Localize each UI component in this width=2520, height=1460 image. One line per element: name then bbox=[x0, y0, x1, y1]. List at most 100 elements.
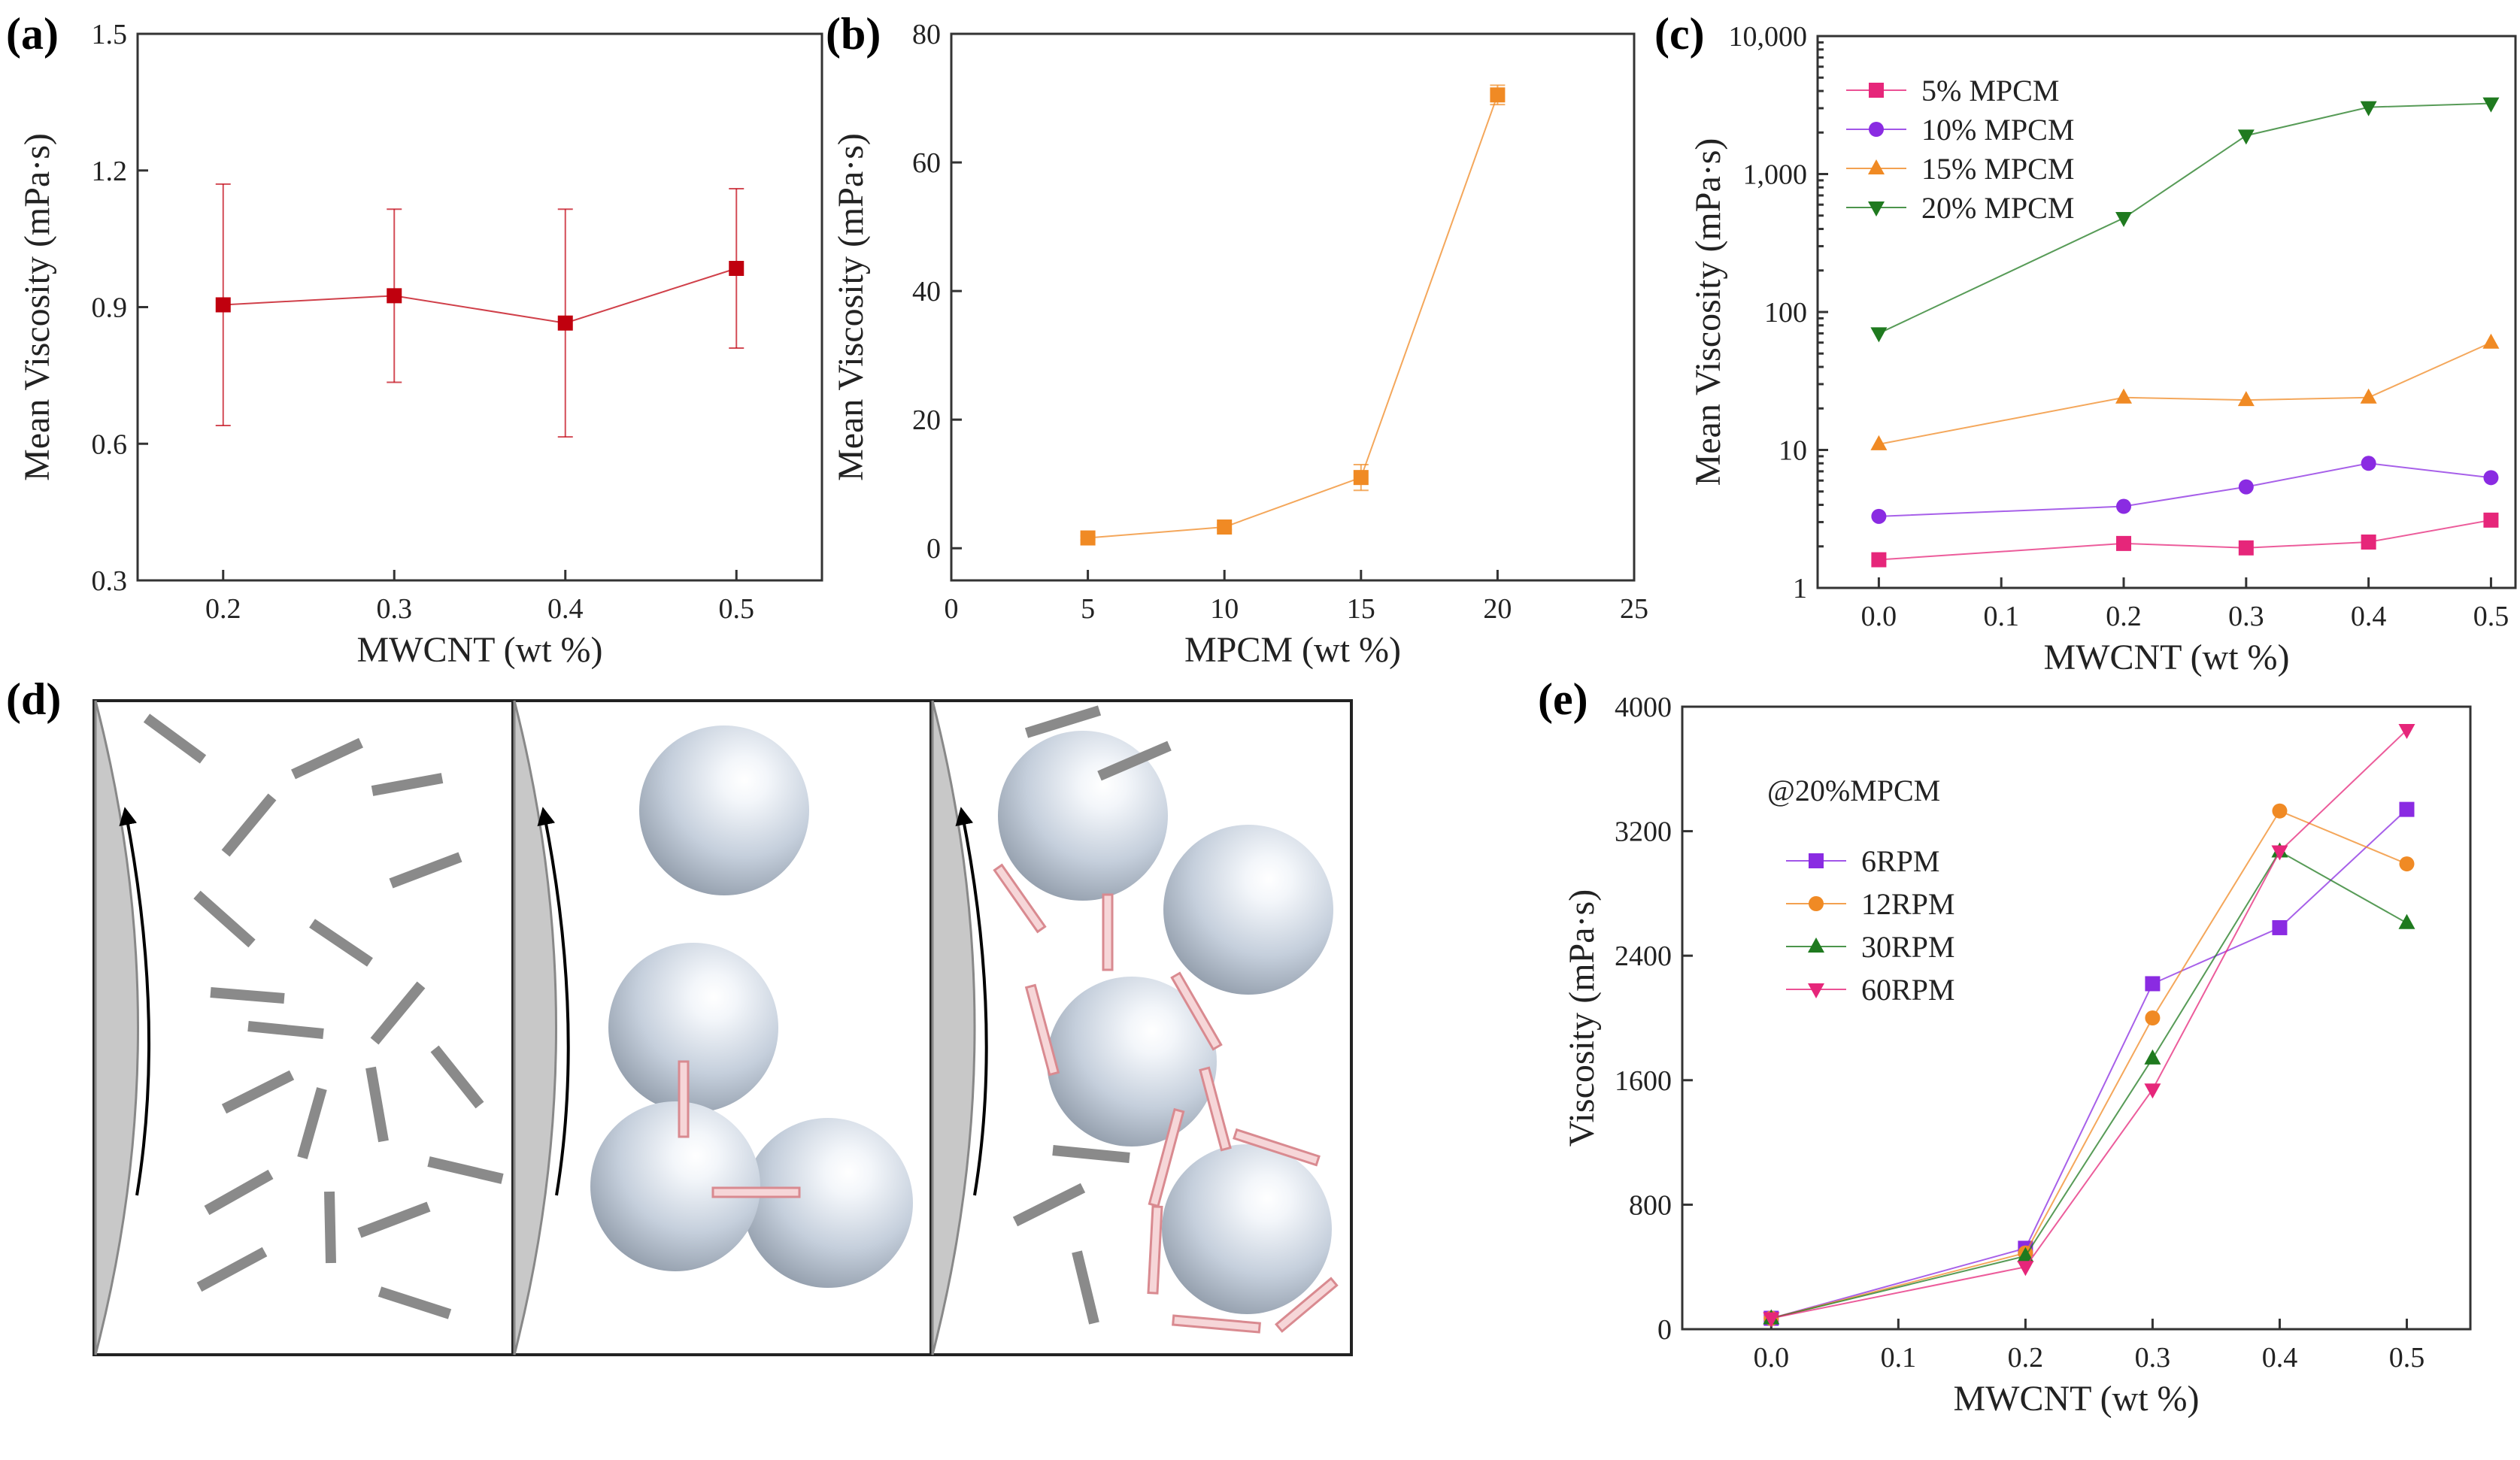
cnt-rod bbox=[291, 738, 363, 780]
data-point bbox=[2238, 479, 2254, 495]
subpanel-rods bbox=[94, 700, 504, 1355]
schematic-d bbox=[92, 699, 1353, 1356]
y-axis-title: Mean Viscosity (mPa·s) bbox=[831, 133, 871, 481]
cnt-rod bbox=[1097, 741, 1172, 781]
y-tick-label: 2400 bbox=[1615, 941, 1672, 972]
cnt-rods bbox=[1012, 705, 1172, 1325]
data-point bbox=[2145, 1010, 2161, 1025]
data-point bbox=[2398, 913, 2415, 929]
x-tick-label: 0 bbox=[945, 593, 959, 625]
x-tick-label: 0.2 bbox=[2008, 1342, 2044, 1374]
cnt-rod bbox=[1024, 705, 1102, 738]
x-axis-title: MWCNT (wt %) bbox=[2043, 638, 2289, 677]
series-line bbox=[1087, 94, 1499, 539]
data-point bbox=[2272, 919, 2288, 935]
series-line bbox=[1879, 462, 2491, 517]
x-tick-label: 0.3 bbox=[377, 593, 413, 625]
cnt-rod bbox=[389, 852, 462, 889]
mpcm-sphere bbox=[998, 731, 1168, 901]
legend-marker bbox=[1868, 159, 1885, 174]
data-point bbox=[2483, 512, 2499, 528]
chart-b: 0 5 10 15 20 25 0 20 40 60 80 MPCM (wt %) Mean Visco… bbox=[831, 19, 1648, 670]
cnt-rod bbox=[357, 1201, 431, 1238]
series-15-mpcm bbox=[1870, 333, 2500, 450]
y-axis-title: Mean Viscosity (mPa·s) bbox=[17, 133, 57, 481]
x-tick-label: 0.3 bbox=[2135, 1342, 2171, 1374]
interaction-arrows bbox=[678, 1060, 801, 1198]
y-tick-label: 3200 bbox=[1615, 816, 1672, 848]
interaction-arrow bbox=[711, 1186, 801, 1198]
cnt-rod bbox=[1012, 1183, 1086, 1227]
data-point bbox=[2145, 976, 2161, 992]
data-point bbox=[2272, 803, 2288, 819]
interaction-arrow bbox=[1024, 983, 1060, 1077]
legend-marker bbox=[1809, 853, 1824, 868]
cnt-rod bbox=[210, 987, 285, 1004]
x-tick-label: 0.4 bbox=[2262, 1342, 2298, 1374]
legend-label: 10% MPCM bbox=[1921, 113, 2074, 147]
cnt-rod bbox=[193, 890, 256, 948]
data-point bbox=[2398, 724, 2415, 740]
legend-label: 30RPM bbox=[1861, 930, 1955, 964]
x-tick-label: 0.0 bbox=[1861, 601, 1897, 632]
series-main bbox=[1080, 84, 1506, 546]
data-point bbox=[1870, 327, 1888, 343]
data-point bbox=[1870, 435, 1888, 450]
rotation-arrow bbox=[119, 807, 151, 1196]
series-main bbox=[215, 183, 744, 438]
y-tick-label: 40 bbox=[912, 276, 941, 307]
series-12rpm bbox=[1763, 803, 2415, 1326]
panel-label-a: (a) bbox=[6, 9, 59, 59]
legend-marker bbox=[1808, 937, 1824, 953]
y-axis-title: Mean Viscosity (mPa·s) bbox=[1688, 138, 1728, 486]
cnt-rod bbox=[1052, 1145, 1130, 1163]
series-line bbox=[1879, 341, 2491, 445]
x-tick-label: 0.0 bbox=[1754, 1342, 1790, 1374]
chart-e: 0.0 0.1 0.2 0.3 0.4 0.5 0 800 1600 2400 3200 4000 MW… bbox=[1562, 692, 2472, 1419]
series-20-mpcm bbox=[1870, 97, 2500, 343]
data-point bbox=[2237, 129, 2255, 145]
data-point bbox=[729, 261, 744, 277]
cnt-rod bbox=[430, 1045, 484, 1109]
y-tick-label: 1.2 bbox=[92, 156, 128, 187]
interaction-arrow bbox=[1102, 893, 1114, 971]
interaction-arrow bbox=[1147, 1205, 1163, 1295]
legend: @20%MPCM 6RPM 12RPM 30RPM 60RPM bbox=[1767, 774, 1955, 1007]
data-point bbox=[1353, 470, 1369, 486]
x-tick-label: 0.1 bbox=[1983, 601, 2019, 632]
mpcm-sphere bbox=[743, 1118, 913, 1288]
y-tick-label: 1 bbox=[1793, 573, 1807, 604]
cnt-rod bbox=[221, 793, 277, 857]
series-6rpm bbox=[1763, 801, 2415, 1326]
x-axis-title: MPCM (wt %) bbox=[1184, 630, 1401, 670]
interaction-arrow bbox=[1172, 1314, 1261, 1334]
data-point bbox=[557, 315, 573, 331]
x-tick-label: 0.2 bbox=[2106, 601, 2142, 632]
x-tick-label: 10 bbox=[1210, 593, 1239, 625]
series-5-mpcm bbox=[1871, 512, 2499, 568]
series-10-mpcm bbox=[1871, 456, 2499, 524]
interaction-arrow bbox=[993, 863, 1047, 934]
cnt-rod bbox=[196, 1246, 268, 1292]
legend-label: 5% MPCM bbox=[1921, 74, 2059, 108]
x-tick-label: 0.1 bbox=[1881, 1342, 1917, 1374]
legend-label: 15% MPCM bbox=[1921, 152, 2074, 186]
interaction-arrow bbox=[1233, 1128, 1321, 1167]
interaction-arrow bbox=[1199, 1066, 1232, 1152]
cnt-rod bbox=[1072, 1250, 1099, 1325]
data-point bbox=[215, 297, 231, 313]
rotor-wall bbox=[513, 700, 557, 1355]
y-tick-label: 800 bbox=[1629, 1189, 1672, 1221]
series-line bbox=[1771, 850, 2407, 1319]
legend-title: @20%MPCM bbox=[1767, 774, 1940, 807]
legend-marker bbox=[1869, 83, 1884, 98]
x-axis-title: MWCNT (wt %) bbox=[1953, 1379, 2199, 1419]
data-point bbox=[2116, 535, 2132, 551]
data-point bbox=[2271, 845, 2288, 861]
y-tick-label: 1600 bbox=[1615, 1065, 1672, 1097]
data-point bbox=[2361, 534, 2376, 550]
x-tick-label: 0.5 bbox=[2389, 1342, 2425, 1374]
cnt-rod bbox=[370, 981, 426, 1045]
subpanel-spheres bbox=[513, 700, 913, 1355]
